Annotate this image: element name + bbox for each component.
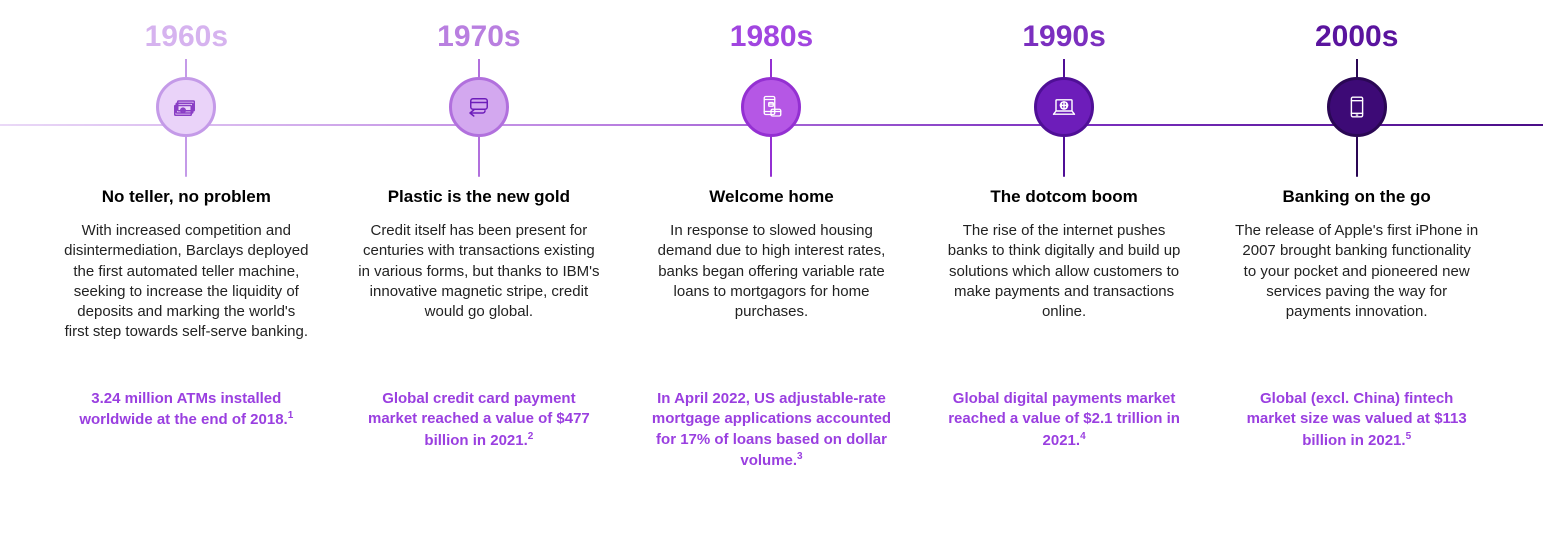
- connector-bottom: [185, 137, 187, 177]
- timeline-node-circle: [449, 77, 509, 137]
- credit-card-icon: [464, 92, 494, 122]
- laptop-globe-icon: [1048, 91, 1080, 123]
- timeline-item: 1990s The dotcom boom The rise of the inte…: [938, 20, 1191, 471]
- timeline-node-circle: [741, 77, 801, 137]
- item-stat: Global credit card payment market reache…: [353, 389, 606, 451]
- item-body: The release of Apple's first iPhone in 2…: [1230, 221, 1483, 361]
- connector-top: [1063, 59, 1065, 77]
- item-stat: 3.24 million ATMs installed worldwide at…: [60, 389, 313, 431]
- decade-label: 2000s: [1230, 20, 1483, 53]
- cash-icon: [171, 92, 201, 122]
- timeline-item: 1980s Welcome home In response to slowed h…: [645, 20, 898, 471]
- item-stat-footnote: 1: [288, 410, 294, 421]
- item-subtitle: The dotcom boom: [938, 187, 1191, 207]
- decade-label: 1960s: [60, 20, 313, 53]
- timeline-item: 1960s No teller, no problem With increased…: [60, 20, 313, 471]
- timeline-item: 2000s Banking on the go The release of App…: [1230, 20, 1483, 471]
- decade-label: 1980s: [645, 20, 898, 53]
- timeline-node-circle: [1034, 77, 1094, 137]
- mobile-card-icon: [756, 92, 786, 122]
- item-stat-footnote: 3: [797, 451, 803, 462]
- item-subtitle: Banking on the go: [1230, 187, 1483, 207]
- timeline-node-circle: [1327, 77, 1387, 137]
- timeline-columns: 1960s No teller, no problem With increased…: [0, 20, 1543, 471]
- timeline-infographic: 1960s No teller, no problem With increased…: [0, 20, 1543, 471]
- item-stat: In April 2022, US adjustable-rate mortga…: [645, 389, 898, 471]
- item-body: The rise of the internet pushes banks to…: [938, 221, 1191, 361]
- item-subtitle: No teller, no problem: [60, 187, 313, 207]
- connector-top: [770, 59, 772, 77]
- item-body: In response to slowed housing demand due…: [645, 221, 898, 361]
- item-stat-text: In April 2022, US adjustable-rate mortga…: [652, 390, 891, 469]
- item-stat-footnote: 2: [528, 431, 534, 442]
- item-subtitle: Welcome home: [645, 187, 898, 207]
- connector-top: [1356, 59, 1358, 77]
- item-stat-text: Global digital payments market reached a…: [948, 390, 1180, 449]
- item-body: With increased competition and disinterm…: [60, 221, 313, 361]
- connector-top: [185, 59, 187, 77]
- timeline-item: 1970s Plastic is the new gold Credit itsel…: [353, 20, 606, 471]
- connector-bottom: [1063, 137, 1065, 177]
- connector-bottom: [478, 137, 480, 177]
- decade-label: 1990s: [938, 20, 1191, 53]
- connector-bottom: [1356, 137, 1358, 177]
- decade-label: 1970s: [353, 20, 606, 53]
- item-body: Credit itself has been present for centu…: [353, 221, 606, 361]
- item-stat-text: Global (excl. China) fintech market size…: [1247, 390, 1467, 449]
- smartphone-icon: [1343, 93, 1371, 121]
- item-stat-text: Global credit card payment market reache…: [368, 390, 590, 449]
- item-stat-text: 3.24 million ATMs installed worldwide at…: [79, 390, 287, 428]
- timeline-node-circle: [156, 77, 216, 137]
- item-stat: Global digital payments market reached a…: [938, 389, 1191, 451]
- item-stat-footnote: 4: [1080, 431, 1086, 442]
- item-subtitle: Plastic is the new gold: [353, 187, 606, 207]
- item-stat-footnote: 5: [1406, 431, 1412, 442]
- connector-bottom: [770, 137, 772, 177]
- item-stat: Global (excl. China) fintech market size…: [1230, 389, 1483, 451]
- connector-top: [478, 59, 480, 77]
